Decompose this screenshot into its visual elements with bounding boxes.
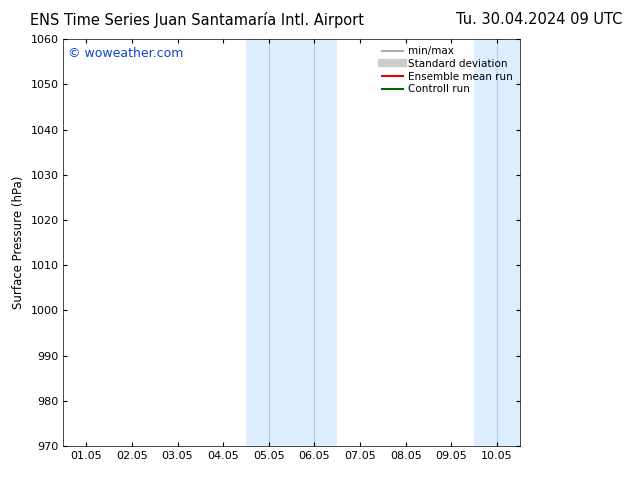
Text: Tu. 30.04.2024 09 UTC: Tu. 30.04.2024 09 UTC <box>456 12 622 27</box>
Bar <box>246 39 292 446</box>
Y-axis label: Surface Pressure (hPa): Surface Pressure (hPa) <box>12 176 25 309</box>
Text: ENS Time Series Juan Santamaría Intl. Airport: ENS Time Series Juan Santamaría Intl. Ai… <box>30 12 363 28</box>
Text: © woweather.com: © woweather.com <box>68 48 183 60</box>
Bar <box>292 39 337 446</box>
Legend: min/max, Standard deviation, Ensemble mean run, Controll run: min/max, Standard deviation, Ensemble me… <box>380 45 515 97</box>
Bar <box>474 39 520 446</box>
